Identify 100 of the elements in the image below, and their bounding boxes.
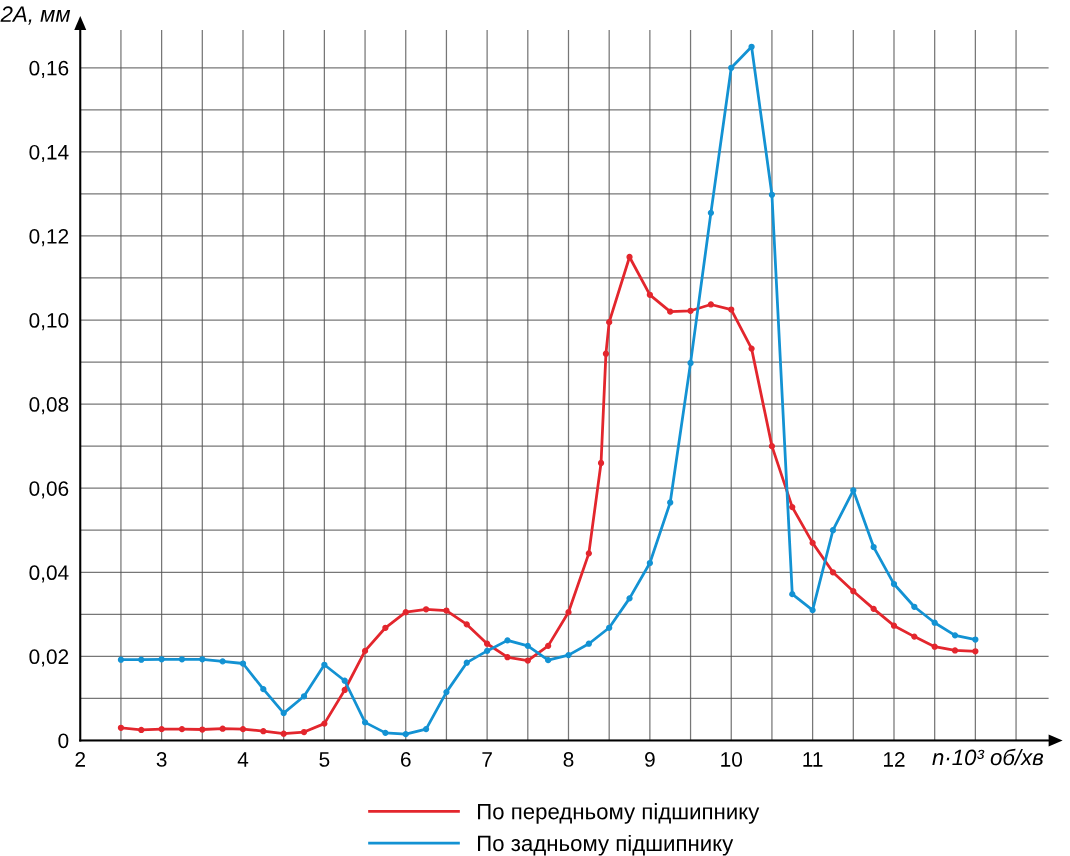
point — [382, 729, 389, 736]
point — [443, 607, 450, 614]
y-axis-title: 2A, мм — [0, 6, 71, 25]
point — [748, 43, 755, 50]
point — [890, 580, 898, 588]
point — [809, 539, 816, 546]
point — [524, 642, 531, 649]
point — [748, 345, 755, 352]
point — [931, 643, 938, 650]
point — [117, 724, 125, 731]
point — [606, 624, 613, 631]
point — [626, 253, 633, 261]
point — [158, 656, 165, 663]
point — [239, 660, 247, 667]
point — [870, 605, 877, 612]
point — [300, 693, 308, 700]
point — [829, 527, 837, 534]
point — [138, 726, 145, 734]
point — [545, 642, 552, 649]
point — [972, 636, 979, 643]
point — [280, 730, 287, 737]
point — [768, 443, 776, 450]
point — [178, 656, 186, 663]
point — [890, 622, 898, 629]
y-tick-label: 0,14 — [29, 144, 69, 163]
point — [707, 209, 715, 216]
y-tick-label: 0,06 — [29, 481, 69, 499]
point — [321, 720, 328, 727]
point — [850, 487, 857, 494]
point — [585, 640, 592, 647]
y-tick-label: 0,16 — [29, 60, 69, 79]
point — [422, 606, 430, 613]
point — [504, 637, 511, 644]
point — [597, 459, 605, 467]
point — [138, 656, 145, 663]
x-tick-label: 9 — [645, 752, 655, 767]
point — [687, 359, 694, 367]
point — [911, 633, 918, 640]
point — [504, 654, 511, 661]
point — [789, 591, 796, 598]
x-tick-label: 4 — [237, 752, 249, 767]
point — [951, 632, 959, 639]
point — [646, 559, 653, 567]
point — [809, 606, 816, 614]
point — [972, 648, 979, 655]
point — [422, 725, 430, 733]
point — [321, 661, 328, 668]
point — [260, 686, 267, 693]
point — [443, 688, 450, 696]
point — [687, 307, 694, 314]
point — [911, 603, 918, 610]
x-tick-label: 8 — [563, 752, 574, 767]
point — [545, 657, 552, 664]
point — [626, 595, 633, 602]
y-tick-label: 0,04 — [29, 565, 69, 583]
point — [951, 647, 959, 654]
x-tick-label: 7 — [482, 752, 492, 767]
point — [158, 725, 165, 733]
point — [361, 719, 369, 726]
x-tick-label: 12 — [883, 752, 905, 767]
y-tick-label: 0 — [58, 733, 69, 749]
point — [585, 550, 592, 557]
point — [483, 647, 491, 655]
point — [219, 725, 226, 732]
point — [199, 656, 206, 663]
y-tick-label: 0,10 — [29, 313, 69, 331]
point — [463, 659, 470, 666]
x-axis-title: n·10³ об/хв — [932, 748, 1044, 766]
point — [199, 726, 206, 733]
point — [728, 306, 735, 313]
point — [382, 624, 389, 631]
point — [707, 301, 715, 308]
point — [565, 651, 572, 659]
point — [667, 499, 674, 506]
x-tick-label: 11 — [803, 752, 823, 767]
point — [602, 350, 610, 357]
x-tick-label: 3 — [156, 752, 167, 767]
point — [728, 64, 735, 71]
legend-label: По передньому підшипнику — [478, 803, 760, 824]
point — [646, 291, 653, 298]
point — [850, 588, 857, 595]
legend-label: По задньому підшипнику — [478, 834, 734, 856]
point — [606, 319, 613, 326]
point — [219, 658, 226, 665]
point — [239, 725, 247, 733]
point — [402, 731, 409, 738]
point — [829, 569, 837, 576]
y-tick-label: 0,02 — [29, 649, 69, 667]
point — [463, 621, 470, 628]
y-tick-label: 0,08 — [29, 397, 69, 415]
point — [300, 728, 308, 736]
point — [483, 640, 491, 647]
x-tick-label: 10 — [721, 752, 743, 767]
x-tick-label: 6 — [401, 752, 411, 767]
x-tick-label: 2 — [75, 752, 85, 767]
point — [789, 503, 796, 511]
point — [361, 647, 369, 655]
point — [565, 609, 572, 616]
point — [402, 609, 409, 616]
point — [667, 308, 674, 315]
